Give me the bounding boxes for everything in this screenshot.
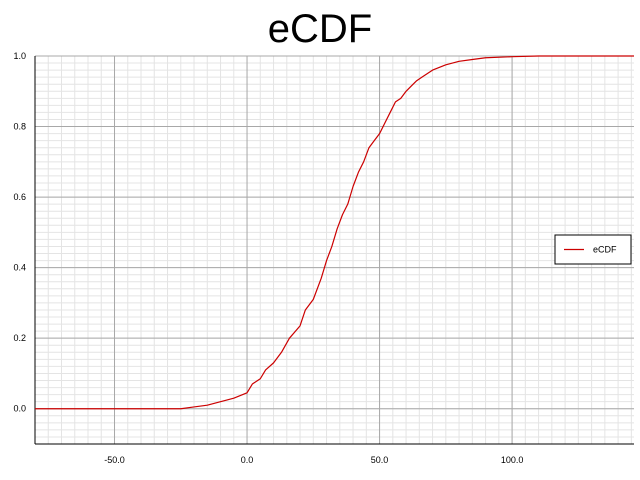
y-tick-label: 0.0 [13, 404, 26, 414]
minor-gridlines [34, 55, 634, 445]
series-line-ecdf [35, 55, 634, 410]
x-tick-label: -50.0 [104, 455, 125, 465]
axes [34, 56, 634, 445]
y-tick-label: 0.8 [13, 122, 26, 132]
x-tick-label: 100.0 [501, 455, 524, 465]
major-gridlines [35, 55, 634, 444]
y-tick-label: 0.4 [13, 263, 26, 273]
x-tick-label: 50.0 [371, 455, 389, 465]
y-tick-label: 0.6 [13, 192, 26, 202]
y-tick-label: 0.2 [13, 333, 26, 343]
tick-labels: -50.0 0.0 50.0 100.0 0.0 0.2 0.4 0.6 0.8 1.0 [13, 51, 523, 465]
x-tick-label: 0.0 [241, 455, 254, 465]
y-tick-label: 1.0 [13, 51, 26, 61]
legend: eCDF [554, 234, 632, 265]
series-layer [35, 55, 634, 410]
chart-title: eCDF [268, 7, 372, 51]
legend-label: eCDF [593, 245, 617, 255]
